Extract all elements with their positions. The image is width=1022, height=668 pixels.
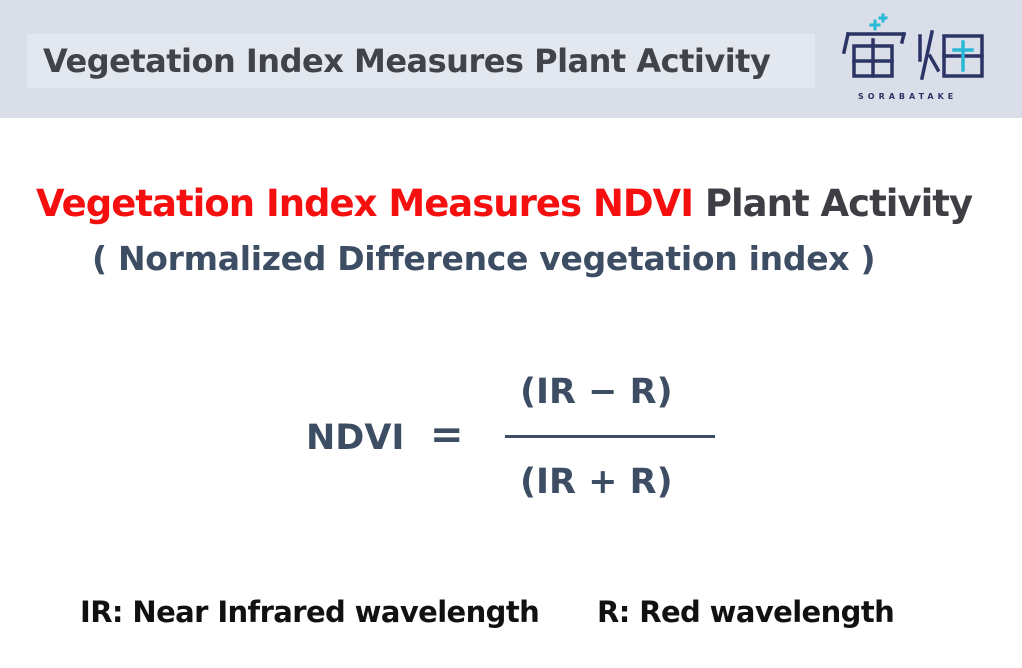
- legend-ir: IR: Near Infrared wavelength: [80, 595, 540, 629]
- formula-equals: =: [430, 412, 464, 458]
- header-title: Vegetation Index Measures Plant Activity: [43, 42, 771, 80]
- formula-lhs: NDVI: [306, 418, 405, 458]
- fraction-line: [505, 435, 715, 438]
- formula-numerator: (IR − R): [520, 372, 673, 412]
- sorabatake-logo: SORABATAKE: [836, 12, 996, 106]
- subtitle: ( Normalized Difference vegetation index…: [92, 239, 876, 278]
- logo-wordmark: SORABATAKE: [858, 92, 958, 101]
- main-title-rest: Plant Activity: [704, 182, 973, 225]
- legend-r: R: Red wavelength: [597, 595, 895, 629]
- main-title-highlight: Vegetation Index Measures NDVI: [36, 182, 694, 225]
- main-title: Vegetation Index Measures NDVI Plant Act…: [36, 182, 973, 225]
- sorabatake-logo-icon: [841, 13, 984, 81]
- formula-denominator: (IR + R): [520, 462, 673, 502]
- header-title-box: Vegetation Index Measures Plant Activity: [27, 34, 815, 88]
- header-band: Vegetation Index Measures Plant Activity: [0, 0, 1022, 118]
